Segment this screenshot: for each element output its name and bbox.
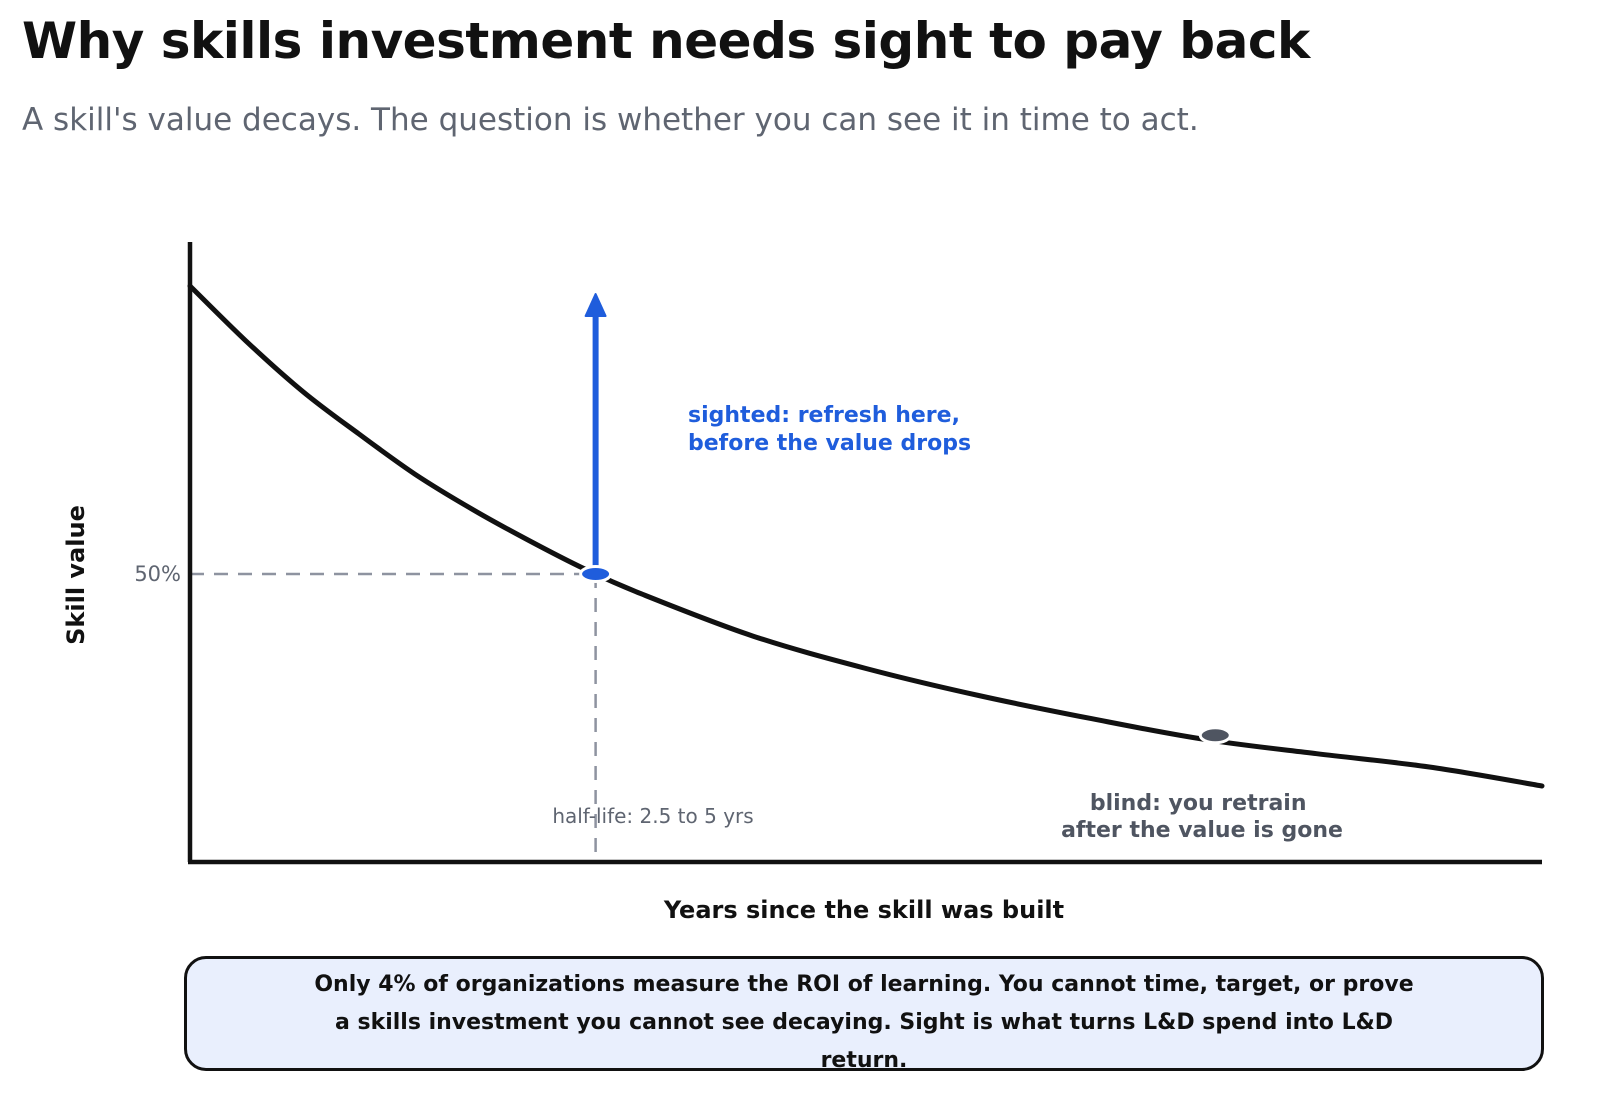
- y-tick-label: 50%: [134, 562, 181, 586]
- sighted-label-line-2: before the value drops: [688, 431, 971, 456]
- sighted-label-line-1: sighted: refresh here,: [688, 403, 960, 428]
- blind-label-line-1: blind: you retrain: [1090, 791, 1307, 816]
- blind-label: blind: you retrain after the value is go…: [1061, 791, 1343, 843]
- chart-subtitle: A skill's value decays. The question is …: [22, 102, 1199, 138]
- y-axis-title: Skill value: [62, 505, 90, 645]
- sighted-marker: [579, 565, 613, 583]
- half-life-label: half-life: 2.5 to 5 yrs: [552, 804, 753, 828]
- chart-title: Why skills investment needs sight to pay…: [22, 12, 1310, 70]
- refresh-arrow-head: [584, 293, 607, 317]
- blind-marker: [1198, 726, 1232, 745]
- skill-decay-chart: 50% sighted: refresh here, before the va…: [62, 242, 1545, 924]
- roi-callout-text: Only 4% of organizations measure the ROI…: [314, 971, 1414, 1073]
- x-axis-title: Years since the skill was built: [663, 896, 1064, 924]
- sighted-label: sighted: refresh here, before the value …: [688, 403, 971, 456]
- roi-callout-box: Only 4% of organizations measure the ROI…: [184, 956, 1544, 1073]
- decay-curve: [187, 283, 1545, 789]
- blind-label-line-2: after the value is gone: [1061, 818, 1343, 843]
